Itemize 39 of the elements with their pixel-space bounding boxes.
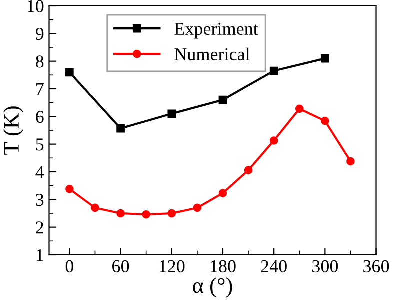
y-tick-label: 6 [36,110,44,124]
x-axis-title: α (°) [193,278,232,298]
point [270,136,278,145]
point [193,204,202,212]
y-tick-label: 5 [36,138,44,151]
y-tick-label: 4 [36,166,44,178]
y-tick-label: 10 [28,0,44,12]
point [218,96,228,104]
point [66,68,74,77]
y-tick-label: 3 [36,194,44,206]
legend-label: Experiment [174,22,258,39]
y-tick-label: 1 [36,249,44,262]
point [168,110,176,118]
point [321,116,330,126]
x-tick-label: 180 [211,260,236,273]
x-tick-label: 240 [261,260,287,273]
point [116,209,125,218]
point [346,157,355,166]
point [244,166,253,175]
x-tick-label: 360 [364,260,390,273]
x-tick-label: 0 [66,260,74,273]
y-tick-label: 7 [36,83,44,96]
point [116,124,125,133]
point [66,184,74,194]
x-tick-label: 60 [112,260,130,273]
point [91,204,100,212]
point [218,189,228,198]
x-tick-label: 300 [312,260,338,273]
point [321,54,330,63]
y-tick-label: 2 [36,222,44,234]
point [295,104,304,114]
point [142,210,150,219]
legend-label: Numerical [174,48,250,61]
x-tick-label: 120 [160,260,185,273]
point [168,209,176,218]
y-tick-label: 9 [36,28,44,40]
point [270,66,278,76]
y-axis-title: T (K) [3,106,24,155]
y-tick-label: 8 [36,56,44,68]
